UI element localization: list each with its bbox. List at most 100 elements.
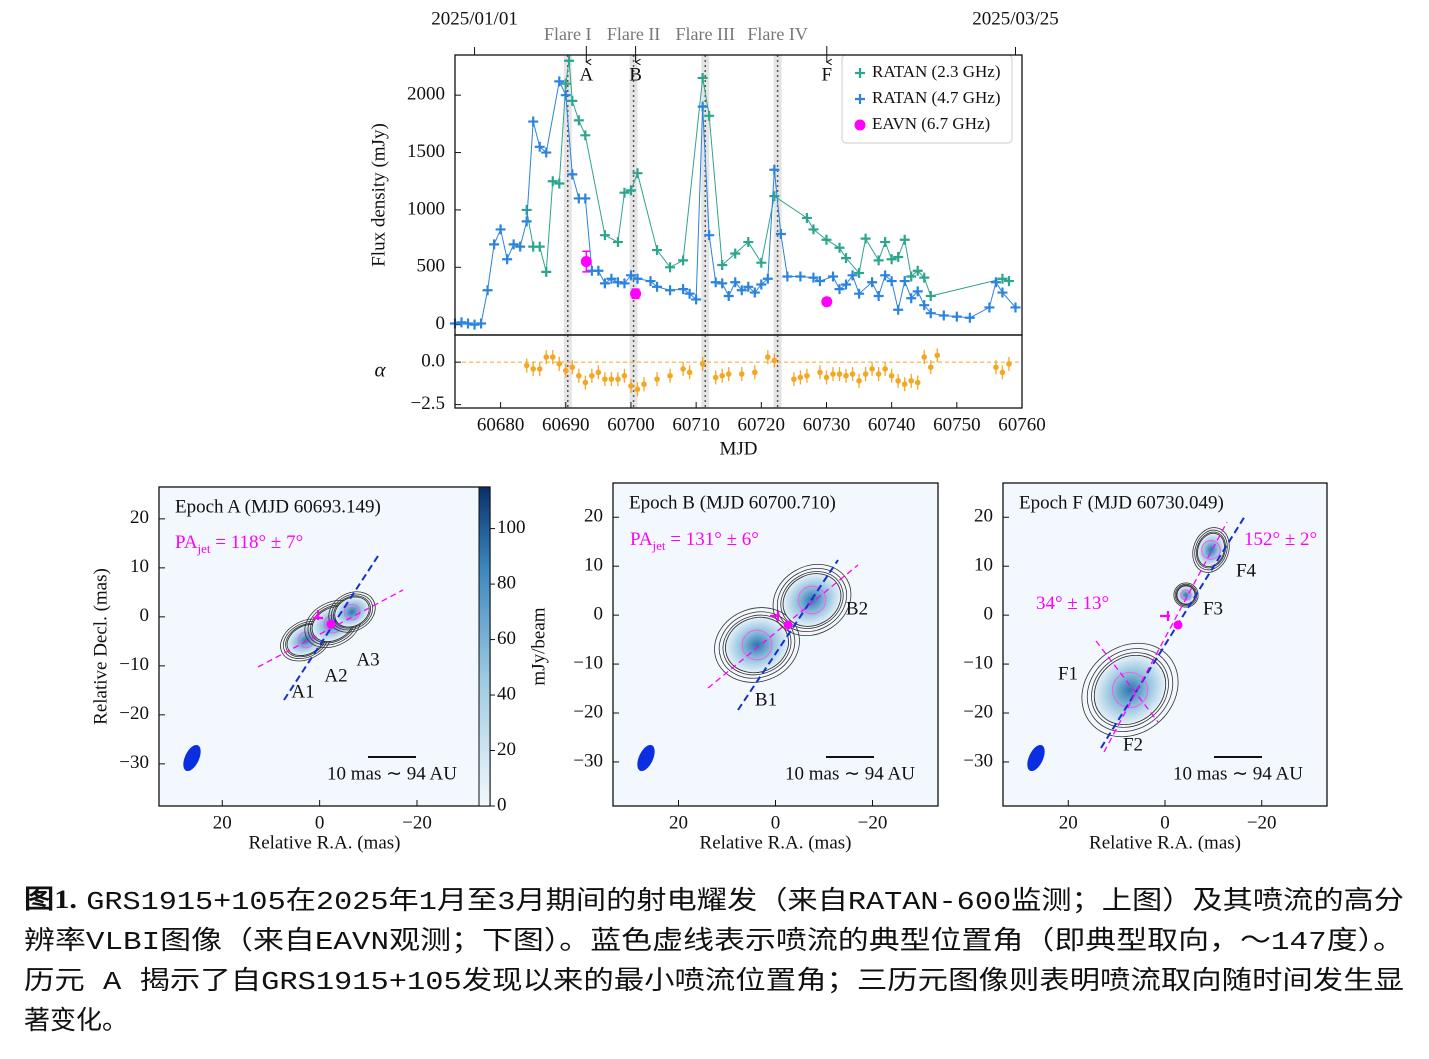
data-point-marker bbox=[882, 366, 888, 372]
panel-title: Epoch F (MJD 60730.049) bbox=[1019, 492, 1224, 513]
data-point bbox=[632, 168, 643, 179]
y-tick-label: 0 bbox=[984, 603, 994, 624]
x-tick-label: 20 bbox=[1059, 812, 1078, 833]
data-point bbox=[730, 277, 741, 288]
y-tick-label: −20 bbox=[119, 703, 149, 724]
data-point bbox=[775, 229, 786, 240]
y-axis-label: Relative Decl. (mas) bbox=[90, 568, 111, 725]
y-axis-label: α bbox=[374, 357, 386, 381]
data-point bbox=[580, 193, 591, 204]
data-point-marker bbox=[869, 366, 875, 372]
y-tick-label: 10 bbox=[974, 555, 993, 576]
pa-label: 152° ± 2° bbox=[1244, 529, 1317, 550]
component-fit bbox=[1111, 671, 1149, 709]
data-point-marker bbox=[680, 366, 686, 372]
data-point bbox=[482, 285, 493, 296]
data-point bbox=[873, 290, 884, 301]
data-point bbox=[886, 254, 897, 265]
data-point bbox=[841, 253, 852, 264]
caption-text: GRS1915+105在2025年1月至3月期间的射电耀发（来自RATAN-60… bbox=[86, 886, 1404, 917]
data-point bbox=[710, 277, 721, 288]
x-axis-label: MJD bbox=[719, 438, 757, 459]
axes-frame bbox=[612, 482, 939, 807]
y-tick-label: 2000 bbox=[407, 84, 445, 105]
y-tick-label: 1500 bbox=[407, 141, 445, 162]
data-point-marker bbox=[738, 371, 745, 377]
emission bbox=[1176, 585, 1196, 605]
data-point bbox=[691, 294, 702, 305]
y-tick-label: 0 bbox=[140, 605, 150, 626]
data-point bbox=[625, 185, 636, 196]
jet-axis bbox=[1100, 515, 1246, 749]
caption-line: 著变化。 bbox=[24, 1006, 128, 1037]
legend-label: RATAN (4.7 GHz) bbox=[872, 88, 1000, 107]
data-point-marker bbox=[589, 372, 595, 379]
component-label: B2 bbox=[846, 598, 868, 619]
x-tick-label: 60700 bbox=[607, 414, 655, 435]
y-tick-label: −30 bbox=[119, 752, 149, 773]
x-axis-label: Relative R.A. (mas) bbox=[700, 832, 852, 853]
data-point bbox=[795, 271, 806, 282]
pa-sub: jet bbox=[652, 538, 666, 553]
data-point-marker bbox=[654, 376, 660, 382]
x-tick-label: 0 bbox=[315, 812, 325, 833]
y-tick-label: 0 bbox=[436, 313, 446, 334]
data-point bbox=[880, 237, 891, 248]
component-label: A1 bbox=[291, 681, 314, 702]
data-point bbox=[580, 256, 592, 268]
data-point bbox=[717, 278, 728, 289]
data-point-marker bbox=[875, 371, 882, 377]
contour bbox=[1173, 582, 1199, 608]
data-point-marker bbox=[569, 364, 576, 371]
data-point-marker bbox=[765, 354, 771, 360]
colorbar-tick-label: 60 bbox=[497, 628, 516, 649]
colorbar-tick-label: 40 bbox=[497, 683, 516, 704]
data-point-marker bbox=[921, 354, 928, 360]
caption-line: 辨率VLBI图像（来自EAVN观测；下图）。蓝色虚线表示喷流的典型位置角（即典型… bbox=[24, 926, 1404, 957]
pa-rest: = 118° ± 7° bbox=[211, 532, 304, 553]
data-point bbox=[515, 241, 526, 252]
pa-line bbox=[1103, 521, 1228, 753]
data-point bbox=[906, 293, 917, 304]
colorbar-tick-label: 0 bbox=[497, 794, 507, 815]
data-point-marker bbox=[791, 376, 797, 382]
data-point bbox=[899, 234, 910, 245]
contour bbox=[1086, 648, 1174, 732]
core-cross bbox=[770, 611, 780, 621]
data-point bbox=[938, 310, 949, 321]
data-point bbox=[678, 255, 689, 266]
data-point-marker bbox=[719, 372, 726, 379]
beam bbox=[1027, 744, 1045, 772]
data-point-marker bbox=[993, 364, 999, 371]
y-tick-label: −30 bbox=[573, 750, 603, 771]
data-point-marker bbox=[549, 354, 556, 360]
contour bbox=[1192, 527, 1230, 573]
y-tick-label: 0 bbox=[594, 603, 604, 624]
data-point bbox=[912, 286, 923, 297]
data-point bbox=[547, 176, 558, 187]
data-point bbox=[736, 285, 747, 296]
data-point-marker bbox=[843, 372, 849, 379]
pa-line bbox=[707, 564, 859, 689]
data-point bbox=[1010, 302, 1021, 313]
data-point bbox=[821, 234, 832, 245]
data-point bbox=[704, 230, 715, 241]
data-point-marker bbox=[725, 371, 732, 377]
data-point bbox=[567, 95, 578, 106]
pa-label: PAjet = 131° ± 6° bbox=[630, 529, 759, 553]
data-point-marker bbox=[888, 372, 895, 379]
data-point bbox=[867, 277, 878, 288]
data-point-marker bbox=[751, 369, 758, 376]
data-point bbox=[723, 290, 734, 301]
legend-label: EAVN (6.7 GHz) bbox=[872, 114, 990, 133]
colorbar-tick-label: 80 bbox=[497, 572, 516, 593]
caption-label: 图1. bbox=[24, 885, 77, 914]
data-point bbox=[599, 230, 610, 241]
data-point-marker bbox=[908, 378, 915, 384]
data-point bbox=[762, 273, 773, 284]
y-tick-label: 10 bbox=[584, 555, 603, 576]
annotation-label: B bbox=[629, 64, 642, 85]
data-point bbox=[854, 268, 865, 279]
data-point bbox=[899, 276, 910, 287]
data-point-marker bbox=[667, 372, 673, 379]
